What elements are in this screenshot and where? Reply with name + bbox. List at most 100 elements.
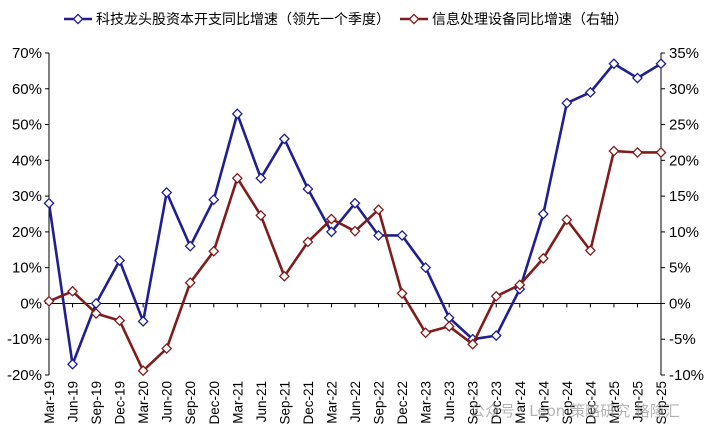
right-tick-label: 20%	[669, 152, 699, 169]
right-tick-label: -10%	[669, 367, 704, 384]
series-layer	[43, 58, 667, 377]
right-tick-label: 15%	[669, 188, 699, 205]
left-tick-label: 20%	[12, 224, 42, 241]
left-tick-label: 60%	[12, 81, 42, 98]
series-2-point	[490, 290, 502, 302]
series-1-point	[325, 226, 337, 238]
x-tick-label: Mar-19	[42, 381, 57, 424]
right-tick-label: 5%	[669, 260, 691, 277]
x-tick-label: Mar-25	[607, 381, 622, 424]
left-tick-label: -20%	[7, 367, 42, 384]
x-tick-label: Sep-20	[183, 381, 198, 425]
legend-label-1: 科技龙头股资本开支同比增速（领先一个季度）	[96, 12, 390, 28]
left-tick-label: 70%	[12, 45, 42, 62]
x-tick-label: Jun-22	[348, 381, 363, 422]
series-1-point	[161, 187, 173, 199]
right-tick-label: -5%	[669, 331, 696, 348]
left-tick-label: -10%	[7, 331, 42, 348]
series-2-point	[137, 365, 149, 377]
left-tick-label: 10%	[12, 260, 42, 277]
x-tick-label: Sep-22	[372, 381, 387, 425]
series-1-point	[537, 208, 549, 220]
series-2-point	[349, 225, 361, 237]
series-2-point	[255, 209, 267, 221]
x-tick-label: Dec-20	[207, 381, 222, 425]
series-1-point	[67, 358, 79, 370]
series-2-point	[631, 146, 643, 158]
legend-marker-1	[72, 13, 84, 25]
x-tick-label: Mar-24	[513, 381, 528, 424]
series-2-point	[90, 307, 102, 319]
x-tick-label: Jun-19	[66, 381, 81, 422]
series-2-point	[584, 244, 596, 257]
series-line-2	[48, 149, 661, 373]
x-tick-label: Dec-19	[113, 381, 128, 425]
x-tick-label: Jun-24	[536, 381, 551, 423]
series-2-point	[655, 146, 667, 158]
series-2-point	[396, 287, 408, 299]
x-tick-label: Mar-20	[136, 381, 151, 424]
series-2-point	[561, 214, 573, 226]
series-1-point	[278, 133, 290, 145]
right-tick-label: 35%	[669, 45, 699, 62]
x-tick-label: Jun-21	[254, 381, 269, 422]
series-1-point	[490, 330, 502, 342]
series-2-point	[161, 343, 173, 355]
right-tick-label: 25%	[669, 117, 699, 134]
series-1-point	[255, 172, 267, 184]
series-2-point	[467, 338, 479, 350]
legend-label-2: 信息处理设备同比增速（右轴）	[432, 11, 628, 28]
x-tick-label: Sep-23	[466, 381, 481, 425]
left-tick-label: 0%	[20, 295, 42, 312]
watermark: 公众号 · Leon 策略研究 格隆汇	[470, 402, 680, 420]
series-1-point	[302, 183, 314, 195]
series-2-point	[278, 270, 290, 282]
right-tick-label: 10%	[669, 224, 699, 241]
x-tick-label: Jun-25	[630, 381, 645, 422]
x-tick-label: Mar-21	[230, 381, 245, 424]
x-tick-label: Dec-21	[301, 381, 316, 425]
series-2-point	[231, 172, 243, 184]
series-1-point	[584, 86, 596, 98]
x-tick-label: Jun-20	[160, 381, 175, 422]
series-2-point	[114, 315, 126, 327]
series-1-point	[184, 240, 196, 252]
series-1-point	[396, 229, 408, 241]
series-1-point	[420, 262, 432, 274]
left-tick-label: 50%	[12, 117, 42, 134]
series-1-point	[349, 197, 361, 209]
series-2-point	[302, 236, 314, 248]
left-tick-label: 30%	[12, 188, 42, 205]
series-2-point	[325, 213, 337, 225]
series-2-point	[420, 327, 432, 339]
right-tick-label: 0%	[669, 295, 691, 312]
series-2-point	[184, 277, 196, 289]
x-tick-label: Dec-23	[489, 381, 504, 425]
x-tick-label: Sep-19	[89, 381, 104, 425]
x-tick-label: Dec-24	[583, 381, 598, 425]
x-tick-label: Dec-22	[395, 381, 410, 425]
series-1-point	[231, 108, 243, 120]
series-1-point	[137, 315, 149, 327]
series-1-point	[631, 72, 643, 84]
x-tick-label: Sep-24	[560, 381, 575, 425]
legend-marker-2	[408, 13, 420, 25]
x-tick-label: Jun-23	[442, 381, 457, 422]
series-2-point	[514, 279, 526, 291]
series-1-point	[655, 58, 667, 70]
series-1-point	[561, 97, 573, 109]
x-tick-label: Mar-22	[324, 381, 339, 424]
series-1-point	[373, 229, 385, 241]
series-2-point	[67, 285, 79, 297]
series-2-point	[608, 145, 620, 157]
series-2-point	[443, 320, 455, 332]
left-tick-label: 40%	[12, 152, 42, 169]
series-2-point	[208, 245, 220, 257]
series-1-point	[208, 194, 220, 206]
series-1-point	[114, 254, 126, 267]
legend: 科技龙头股资本开支同比增速（领先一个季度） 信息处理设备同比增速（右轴）	[64, 11, 628, 28]
series-2-point	[373, 204, 385, 216]
x-tick-label: Sep-21	[277, 381, 292, 425]
series-2-point	[537, 252, 549, 264]
x-tick-label: Mar-23	[419, 381, 434, 424]
